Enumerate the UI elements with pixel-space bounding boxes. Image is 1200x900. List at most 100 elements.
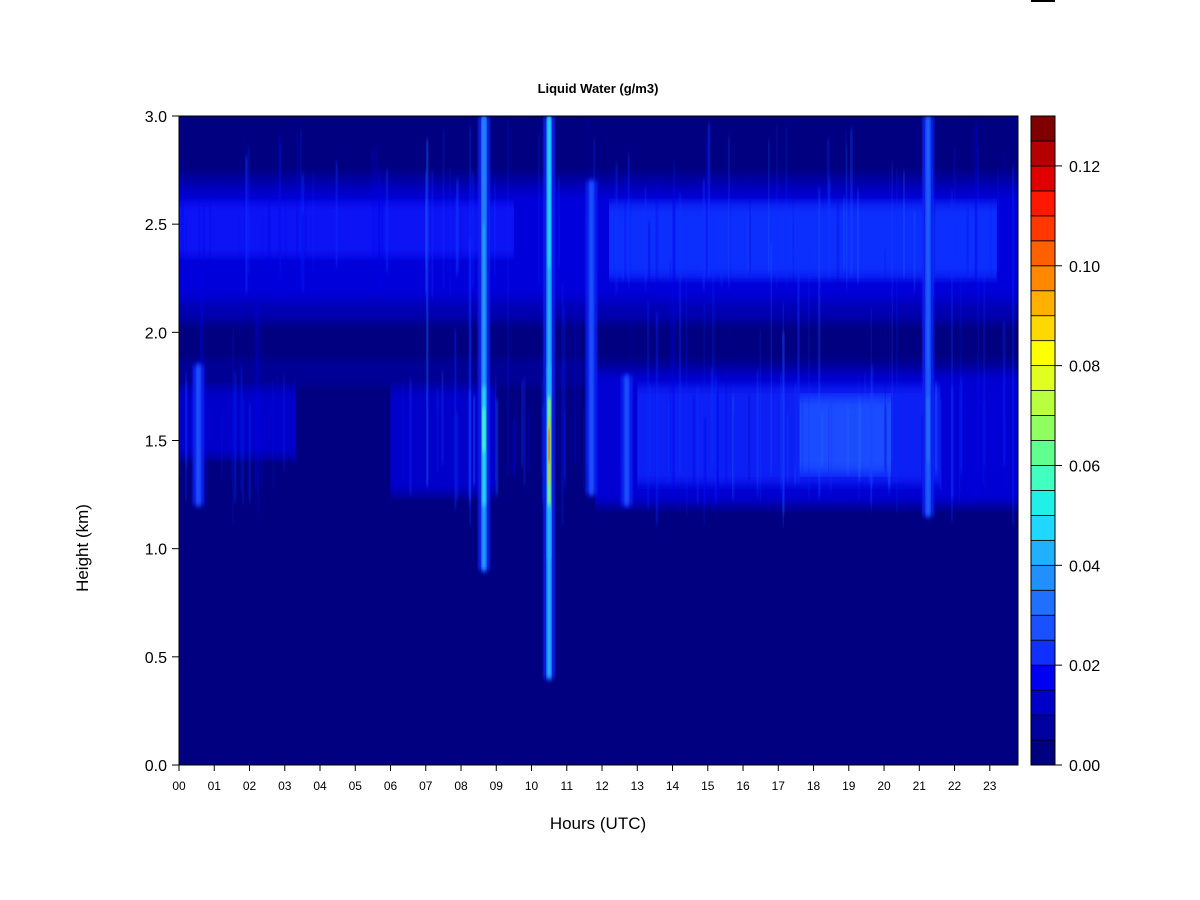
- streak: [577, 307, 579, 471]
- streak: [468, 390, 471, 504]
- streak: [455, 412, 458, 502]
- streak: [829, 398, 832, 492]
- streak: [614, 173, 615, 298]
- streak: [495, 399, 499, 495]
- streak: [426, 139, 429, 487]
- streak: [828, 406, 829, 476]
- streak: [312, 173, 314, 272]
- streak: [538, 133, 540, 286]
- streak: [473, 396, 475, 486]
- streak: [624, 170, 626, 281]
- colorbar-swatch: [1030, 215, 1056, 242]
- streak: [656, 187, 659, 294]
- streak: [335, 161, 338, 268]
- streak: [436, 417, 439, 468]
- streak: [776, 123, 778, 290]
- streak: [787, 415, 789, 483]
- streak: [672, 191, 675, 494]
- streak: [951, 386, 954, 499]
- streak: [209, 192, 212, 278]
- streak: [935, 382, 938, 473]
- x-axis: 00 01 02 03 04 05 06 07 08 09 10 11 12 13 14 15 16 17 18 19…: [172, 765, 997, 793]
- streak: [468, 237, 472, 496]
- streak: [969, 393, 971, 479]
- streak: [644, 187, 647, 290]
- streak: [460, 216, 462, 287]
- colorbar-swatch: [1030, 340, 1056, 367]
- cloud-columns: [192, 116, 935, 679]
- streak: [239, 213, 241, 488]
- colorbar-swatch: [1030, 490, 1056, 516]
- streak: [973, 406, 975, 500]
- colorbar-tick-label: 0.08: [1069, 359, 1100, 376]
- streak: [283, 373, 285, 472]
- streak: [797, 259, 800, 484]
- x-tick-label: 01: [208, 779, 222, 793]
- streak: [442, 128, 445, 290]
- x-axis-label: Hours (UTC): [550, 814, 646, 833]
- streak: [261, 217, 264, 287]
- upper-band-core-left: [179, 202, 514, 257]
- streak: [425, 170, 427, 295]
- streak: [845, 130, 847, 268]
- x-tick-label: 12: [595, 779, 609, 793]
- streak: [970, 389, 973, 506]
- y-tick-label: 1.0: [145, 542, 167, 559]
- streak: [938, 396, 941, 485]
- x-tick-label: 16: [736, 779, 750, 793]
- x-tick-label: 05: [349, 779, 363, 793]
- streak: [455, 195, 458, 278]
- y-tick-label: 0.0: [145, 758, 167, 775]
- x-tick-label: 20: [877, 779, 891, 793]
- x-tick-label: 08: [454, 779, 468, 793]
- streak: [707, 122, 711, 277]
- streak: [891, 160, 893, 463]
- streak: [296, 132, 299, 300]
- streak: [678, 193, 682, 475]
- streak: [375, 145, 377, 291]
- streak: [827, 137, 830, 278]
- streak: [558, 177, 560, 268]
- y-tick-label: 3.0: [145, 109, 167, 126]
- streak: [240, 366, 243, 492]
- x-tick-label: 23: [983, 779, 997, 793]
- column-0030: [192, 364, 205, 506]
- streak: [768, 139, 770, 273]
- streak: [301, 214, 304, 289]
- colorbar-swatch: [1030, 115, 1056, 142]
- streak: [748, 394, 751, 481]
- streak: [471, 172, 475, 289]
- streak: [716, 391, 719, 502]
- corner-mark: [1031, 0, 1055, 2]
- colorbar-swatch: [1030, 290, 1056, 317]
- column-1030-segment-4: [547, 116, 551, 268]
- streak: [966, 206, 969, 272]
- streak: [521, 381, 524, 467]
- streak: [974, 124, 977, 295]
- streak: [523, 377, 526, 486]
- streak: [495, 375, 497, 481]
- streak: [527, 412, 530, 473]
- streak: [381, 186, 384, 268]
- column-1240-core: [624, 375, 630, 506]
- x-tick-label: 07: [419, 779, 433, 793]
- streak: [801, 393, 804, 475]
- streak: [720, 221, 723, 287]
- streak: [294, 379, 297, 468]
- streak: [507, 119, 509, 475]
- streak: [1012, 166, 1015, 526]
- streak: [655, 173, 657, 487]
- streak: [780, 372, 782, 491]
- lower-band-right-core: [637, 386, 941, 484]
- streak: [276, 372, 278, 463]
- streak: [808, 255, 810, 499]
- streak: [725, 365, 727, 487]
- column-1240: [620, 375, 633, 506]
- streak: [887, 413, 891, 485]
- colorbar-swatch: [1030, 639, 1056, 666]
- streak: [864, 372, 866, 477]
- streak: [583, 411, 585, 490]
- streak: [782, 331, 785, 515]
- streak: [409, 378, 412, 496]
- streak: [756, 370, 759, 497]
